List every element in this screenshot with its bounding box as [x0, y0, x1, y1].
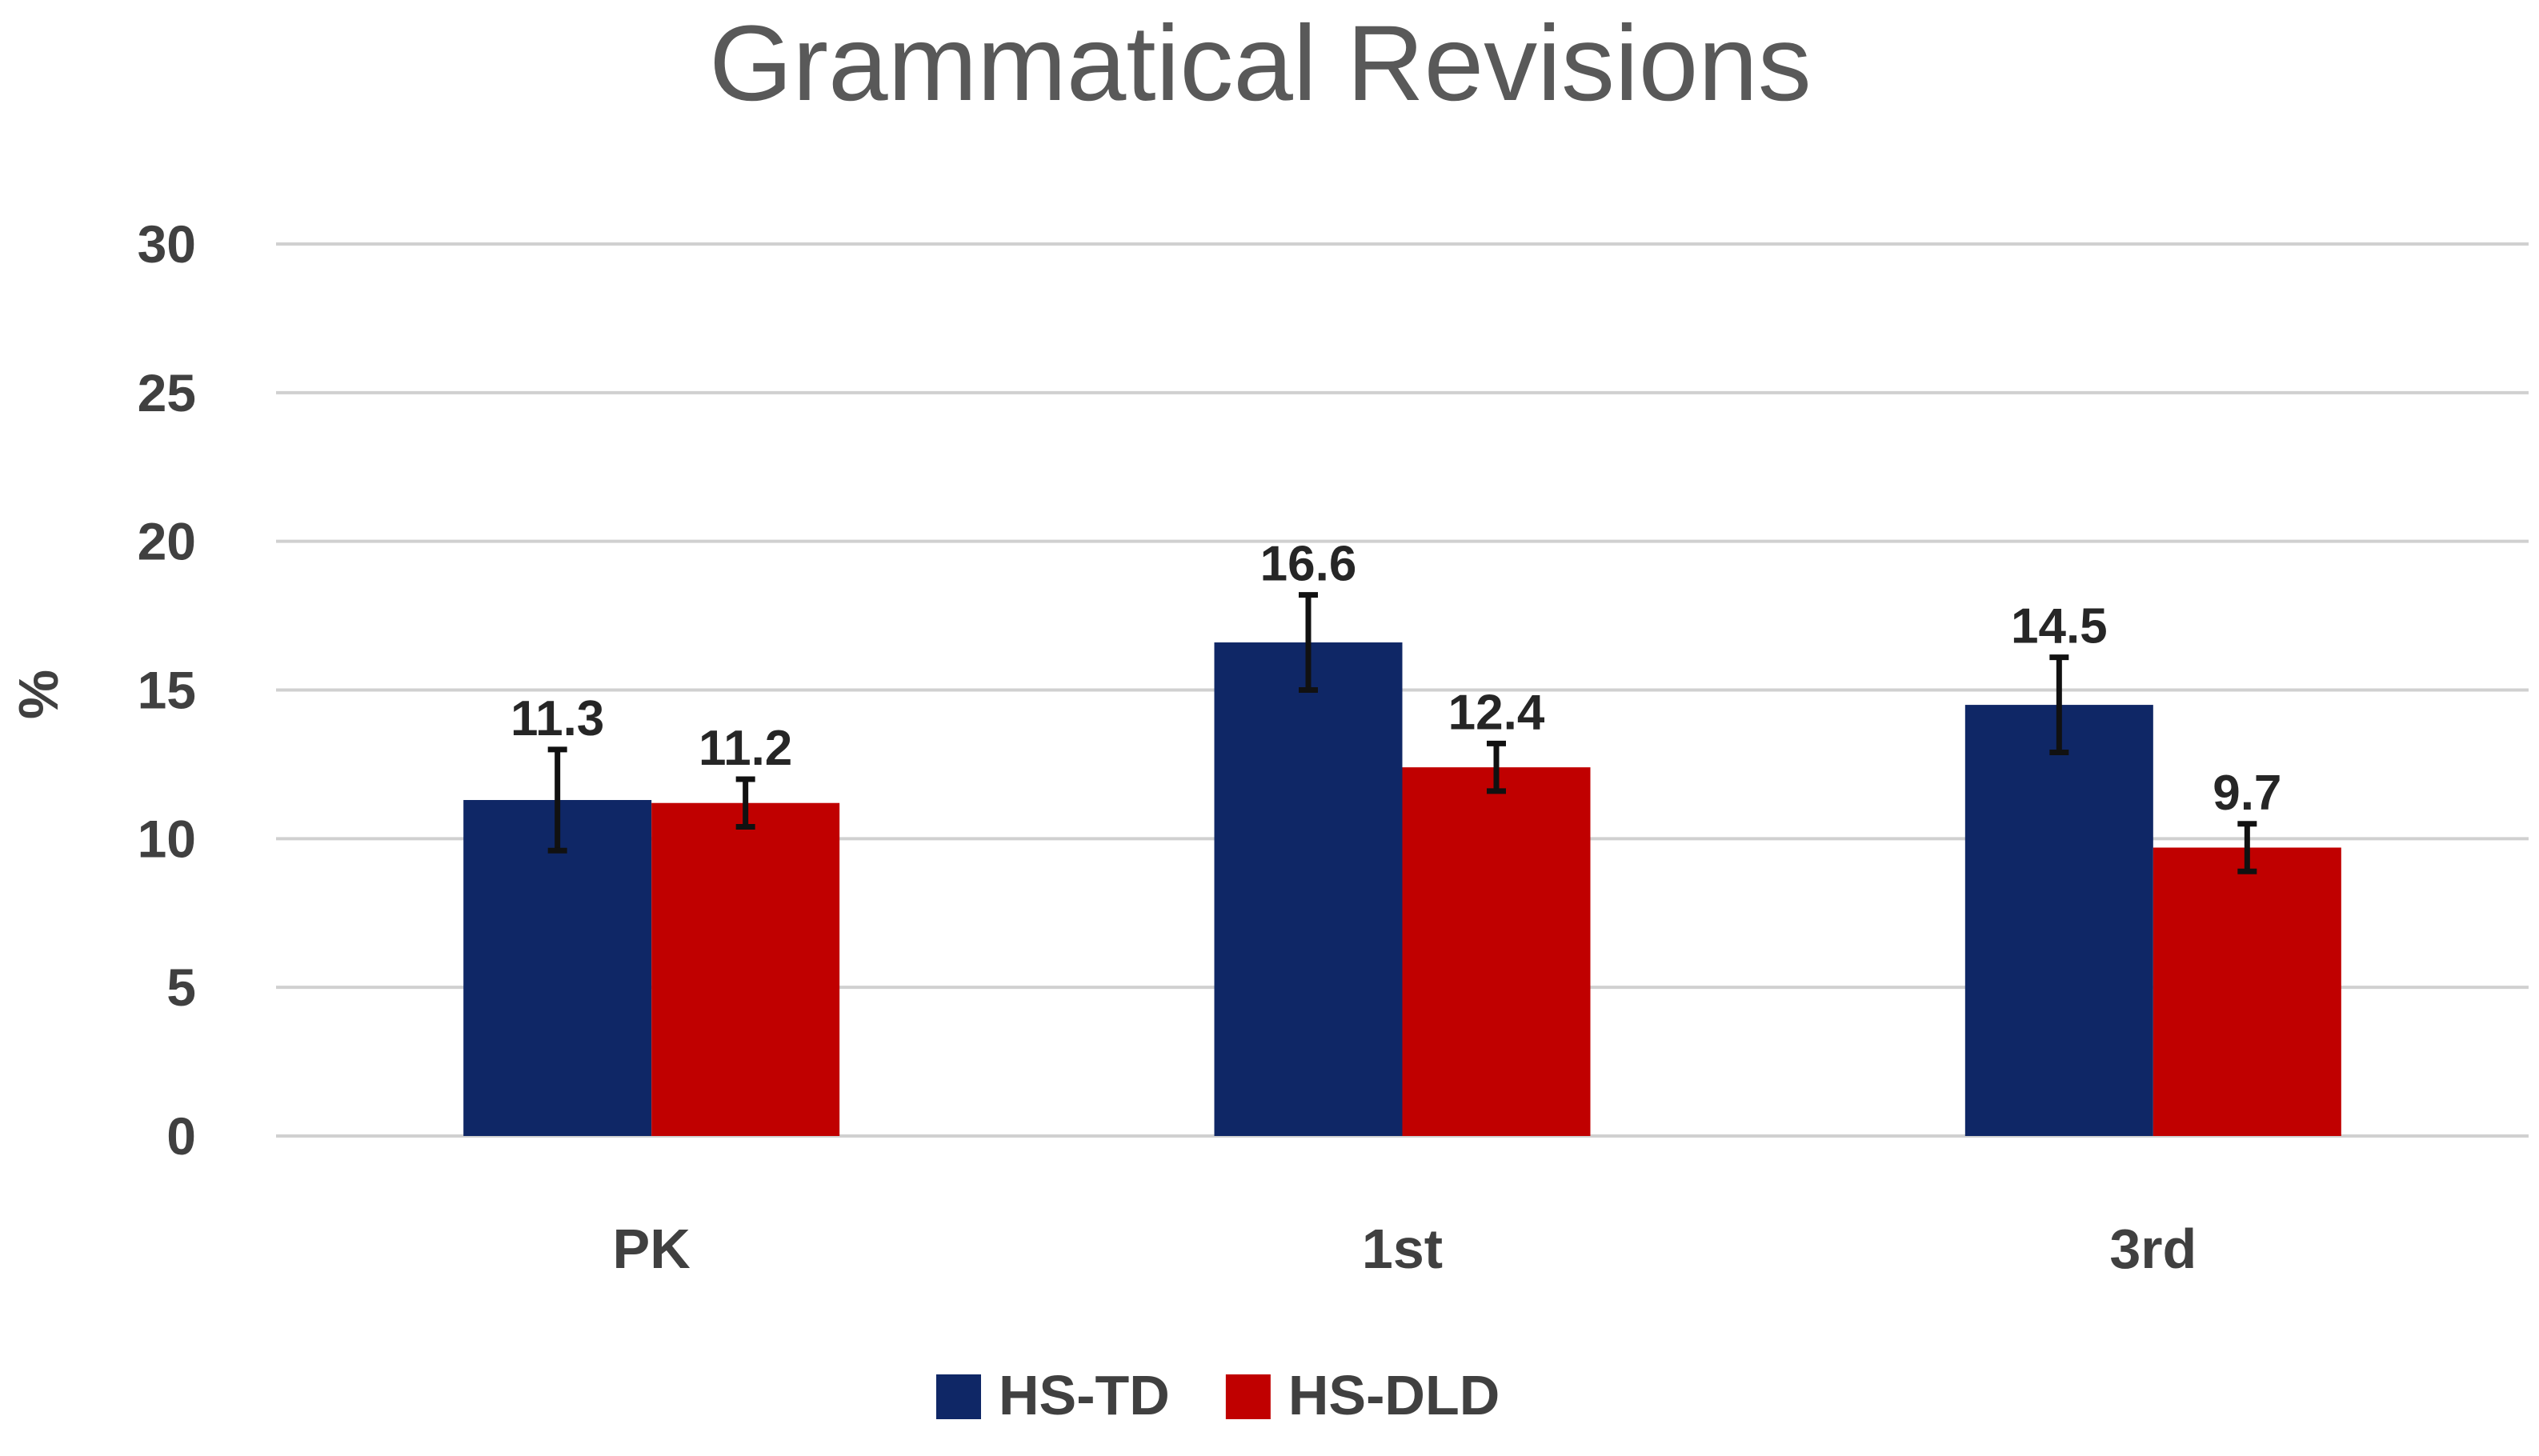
data-label: 14.5	[2011, 599, 2108, 654]
y-axis-title: %	[7, 670, 70, 719]
y-tick-label: 10	[138, 809, 196, 868]
x-category-label: 3rd	[2109, 1218, 2197, 1280]
y-tick-label: 25	[138, 363, 196, 422]
bar-hs-dld-3rd	[2153, 847, 2341, 1136]
data-label: 9.7	[2213, 766, 2281, 821]
bar-hs-dld-pk	[651, 802, 840, 1136]
bar-hs-td-pk	[463, 800, 652, 1136]
data-label: 11.2	[699, 721, 792, 776]
y-tick-label: 0	[166, 1106, 196, 1166]
x-axis-categories: PK 1st 3rd	[613, 1218, 2197, 1280]
y-tick-label: 15	[138, 661, 196, 720]
data-labels: 11.3 11.2 16.6 12.4 14.5 9.7	[511, 537, 2281, 821]
bar-hs-dld-1st	[1402, 767, 1591, 1136]
chart-title: Grammatical Revisions	[709, 4, 1812, 123]
y-tick-label: 5	[166, 958, 196, 1017]
bars	[463, 642, 2341, 1136]
y-axis-ticks: 0 5 10 15 20 25 30	[138, 214, 196, 1166]
y-tick-label: 30	[138, 214, 196, 274]
data-label: 16.6	[1260, 537, 1357, 592]
legend-swatch	[1225, 1374, 1271, 1419]
legend-label: HS-TD	[999, 1364, 1170, 1426]
legend-swatch	[936, 1374, 981, 1419]
y-tick-label: 20	[138, 512, 196, 571]
bar-hs-td-3rd	[1964, 705, 2153, 1136]
data-label: 11.3	[511, 691, 604, 746]
data-label: 12.4	[1448, 685, 1545, 740]
bar-hs-td-1st	[1214, 642, 1403, 1136]
legend: HS-TD HS-DLD	[936, 1364, 1500, 1426]
x-category-label: PK	[613, 1218, 691, 1280]
x-category-label: 1st	[1362, 1218, 1443, 1280]
legend-label: HS-DLD	[1288, 1364, 1500, 1426]
error-bars	[547, 592, 2257, 874]
